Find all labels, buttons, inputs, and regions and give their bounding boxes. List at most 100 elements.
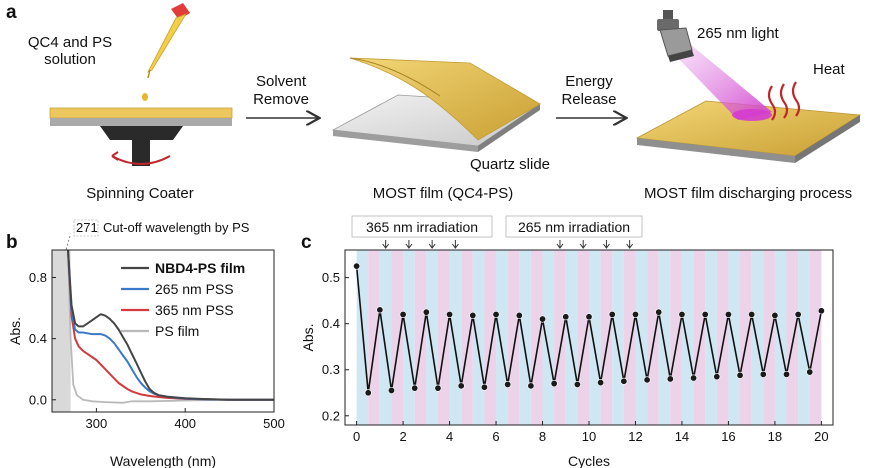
legend-label: 265 nm PSS (155, 281, 234, 297)
panel-b-axes: 300 400 500 0.0 0.4 0.8 Wavelength (nm) Abs. (7, 249, 285, 468)
band-365nm (403, 250, 415, 425)
data-point (713, 373, 721, 381)
y-tick-label: 0.4 (29, 331, 47, 346)
irr265-label: 265 nm irradiation (518, 219, 630, 235)
band-265nm (763, 250, 775, 425)
band-365nm (496, 250, 508, 425)
heat-waves-icon (767, 81, 801, 121)
band-265nm (391, 250, 404, 425)
data-point (527, 382, 535, 390)
data-point (585, 313, 593, 321)
cutoff-leader-line (65, 235, 71, 251)
irradiation-arrow (556, 240, 564, 249)
band-265nm (507, 250, 520, 425)
data-point (748, 310, 756, 318)
solution-label-line1: QC4 and PS (28, 34, 112, 51)
legend-label: PS film (155, 323, 199, 339)
y-tick-label: 0.4 (322, 316, 340, 331)
data-point (387, 386, 395, 394)
light-beam-icon (672, 44, 772, 121)
data-point (492, 310, 500, 318)
panel-b-label: b (6, 232, 18, 253)
lamp-icon (657, 10, 694, 62)
irr365-label: 365 nm irradiation (366, 219, 478, 235)
x-axis-title: Cycles (568, 453, 610, 468)
band-265nm (368, 250, 380, 425)
y-tick-label: 0.2 (322, 408, 340, 423)
data-point (783, 370, 791, 378)
band-265nm (414, 250, 427, 425)
data-point (446, 310, 454, 318)
data-point (422, 308, 430, 316)
data-point (655, 308, 663, 316)
data-point (736, 371, 744, 379)
band-265nm (530, 250, 543, 425)
panel-b-plot-area (52, 250, 274, 412)
data-point (794, 310, 802, 318)
most-film-icon (331, 57, 542, 152)
irradiation-arrow (382, 240, 390, 249)
series-line-nbd4-ps-film (67, 250, 274, 401)
data-point (539, 315, 547, 323)
cutoff-box (73, 219, 99, 237)
band-365nm (565, 250, 578, 425)
panel-c-irradiation-arrows (382, 240, 634, 249)
panel-c-label: c (301, 232, 312, 253)
data-point (724, 310, 732, 318)
arrow1-bottom-label: Remove (253, 91, 309, 108)
x-tick-label: 18 (768, 429, 782, 444)
caption-spinning-coater: Spinning Coater (86, 185, 194, 202)
band-365nm (798, 250, 810, 425)
band-265nm (623, 250, 636, 425)
legend-label: NBD4-PS film (155, 260, 245, 276)
band-265nm (437, 250, 450, 425)
band-365nm (449, 250, 462, 425)
irr365-box (351, 215, 493, 238)
heat-label: Heat (813, 61, 846, 78)
x-tick-label: 4 (446, 429, 453, 444)
band-365nm (751, 250, 764, 425)
cutoff-text: Cut-off wavelength by PS (103, 220, 250, 235)
irradiation-arrow (626, 240, 634, 249)
panel-c: c 0 2 4 6 8 10 12 14 16 18 20 0.2 0.3 0.4 0.5 Cycles Abs… (300, 215, 834, 468)
x-tick-label: 12 (628, 429, 642, 444)
band-365nm (635, 250, 648, 425)
x-tick-label: 20 (814, 429, 828, 444)
x-tick-label: 16 (721, 429, 735, 444)
band-365nm (426, 250, 438, 425)
data-point (480, 383, 488, 391)
band-365nm (612, 250, 624, 425)
data-point (515, 311, 523, 319)
band-365nm (774, 250, 787, 425)
y-tick-label: 0.5 (322, 270, 340, 285)
y-tick-label: 0.3 (322, 362, 340, 377)
band-265nm (484, 250, 497, 425)
data-point (411, 384, 419, 392)
discharging-film-icon (635, 100, 862, 163)
band-265nm (670, 250, 682, 425)
band-265nm (647, 250, 659, 425)
series-line-ps-film (67, 250, 274, 404)
data-point (457, 382, 465, 390)
data-point (643, 376, 651, 384)
data-point (771, 311, 779, 319)
panel-c-irradiation-bands (356, 250, 822, 425)
data-point (620, 377, 628, 385)
legend-label: 365 nm PSS (155, 302, 234, 318)
y-tick-label: 0.8 (29, 270, 47, 285)
pipette-icon (142, 3, 190, 101)
caption-most-film: MOST film (QC4-PS) (373, 185, 514, 202)
panel-b-legend: NBD4-PS film 265 nm PSS 365 nm PSS PS film (121, 260, 245, 339)
panel-c-plot-area (353, 262, 825, 397)
series-line-365-nm-pss (67, 250, 274, 401)
data-point (469, 311, 477, 319)
band-365nm (728, 250, 741, 425)
data-point (690, 374, 698, 382)
arrow2-bottom-label: Release (561, 91, 616, 108)
x-tick-label: 500 (263, 416, 285, 431)
cutoff-shaded-region (52, 250, 71, 412)
arrow1-top-label: Solvent (256, 73, 307, 90)
data-point (364, 389, 372, 397)
x-tick-label: 2 (399, 429, 406, 444)
